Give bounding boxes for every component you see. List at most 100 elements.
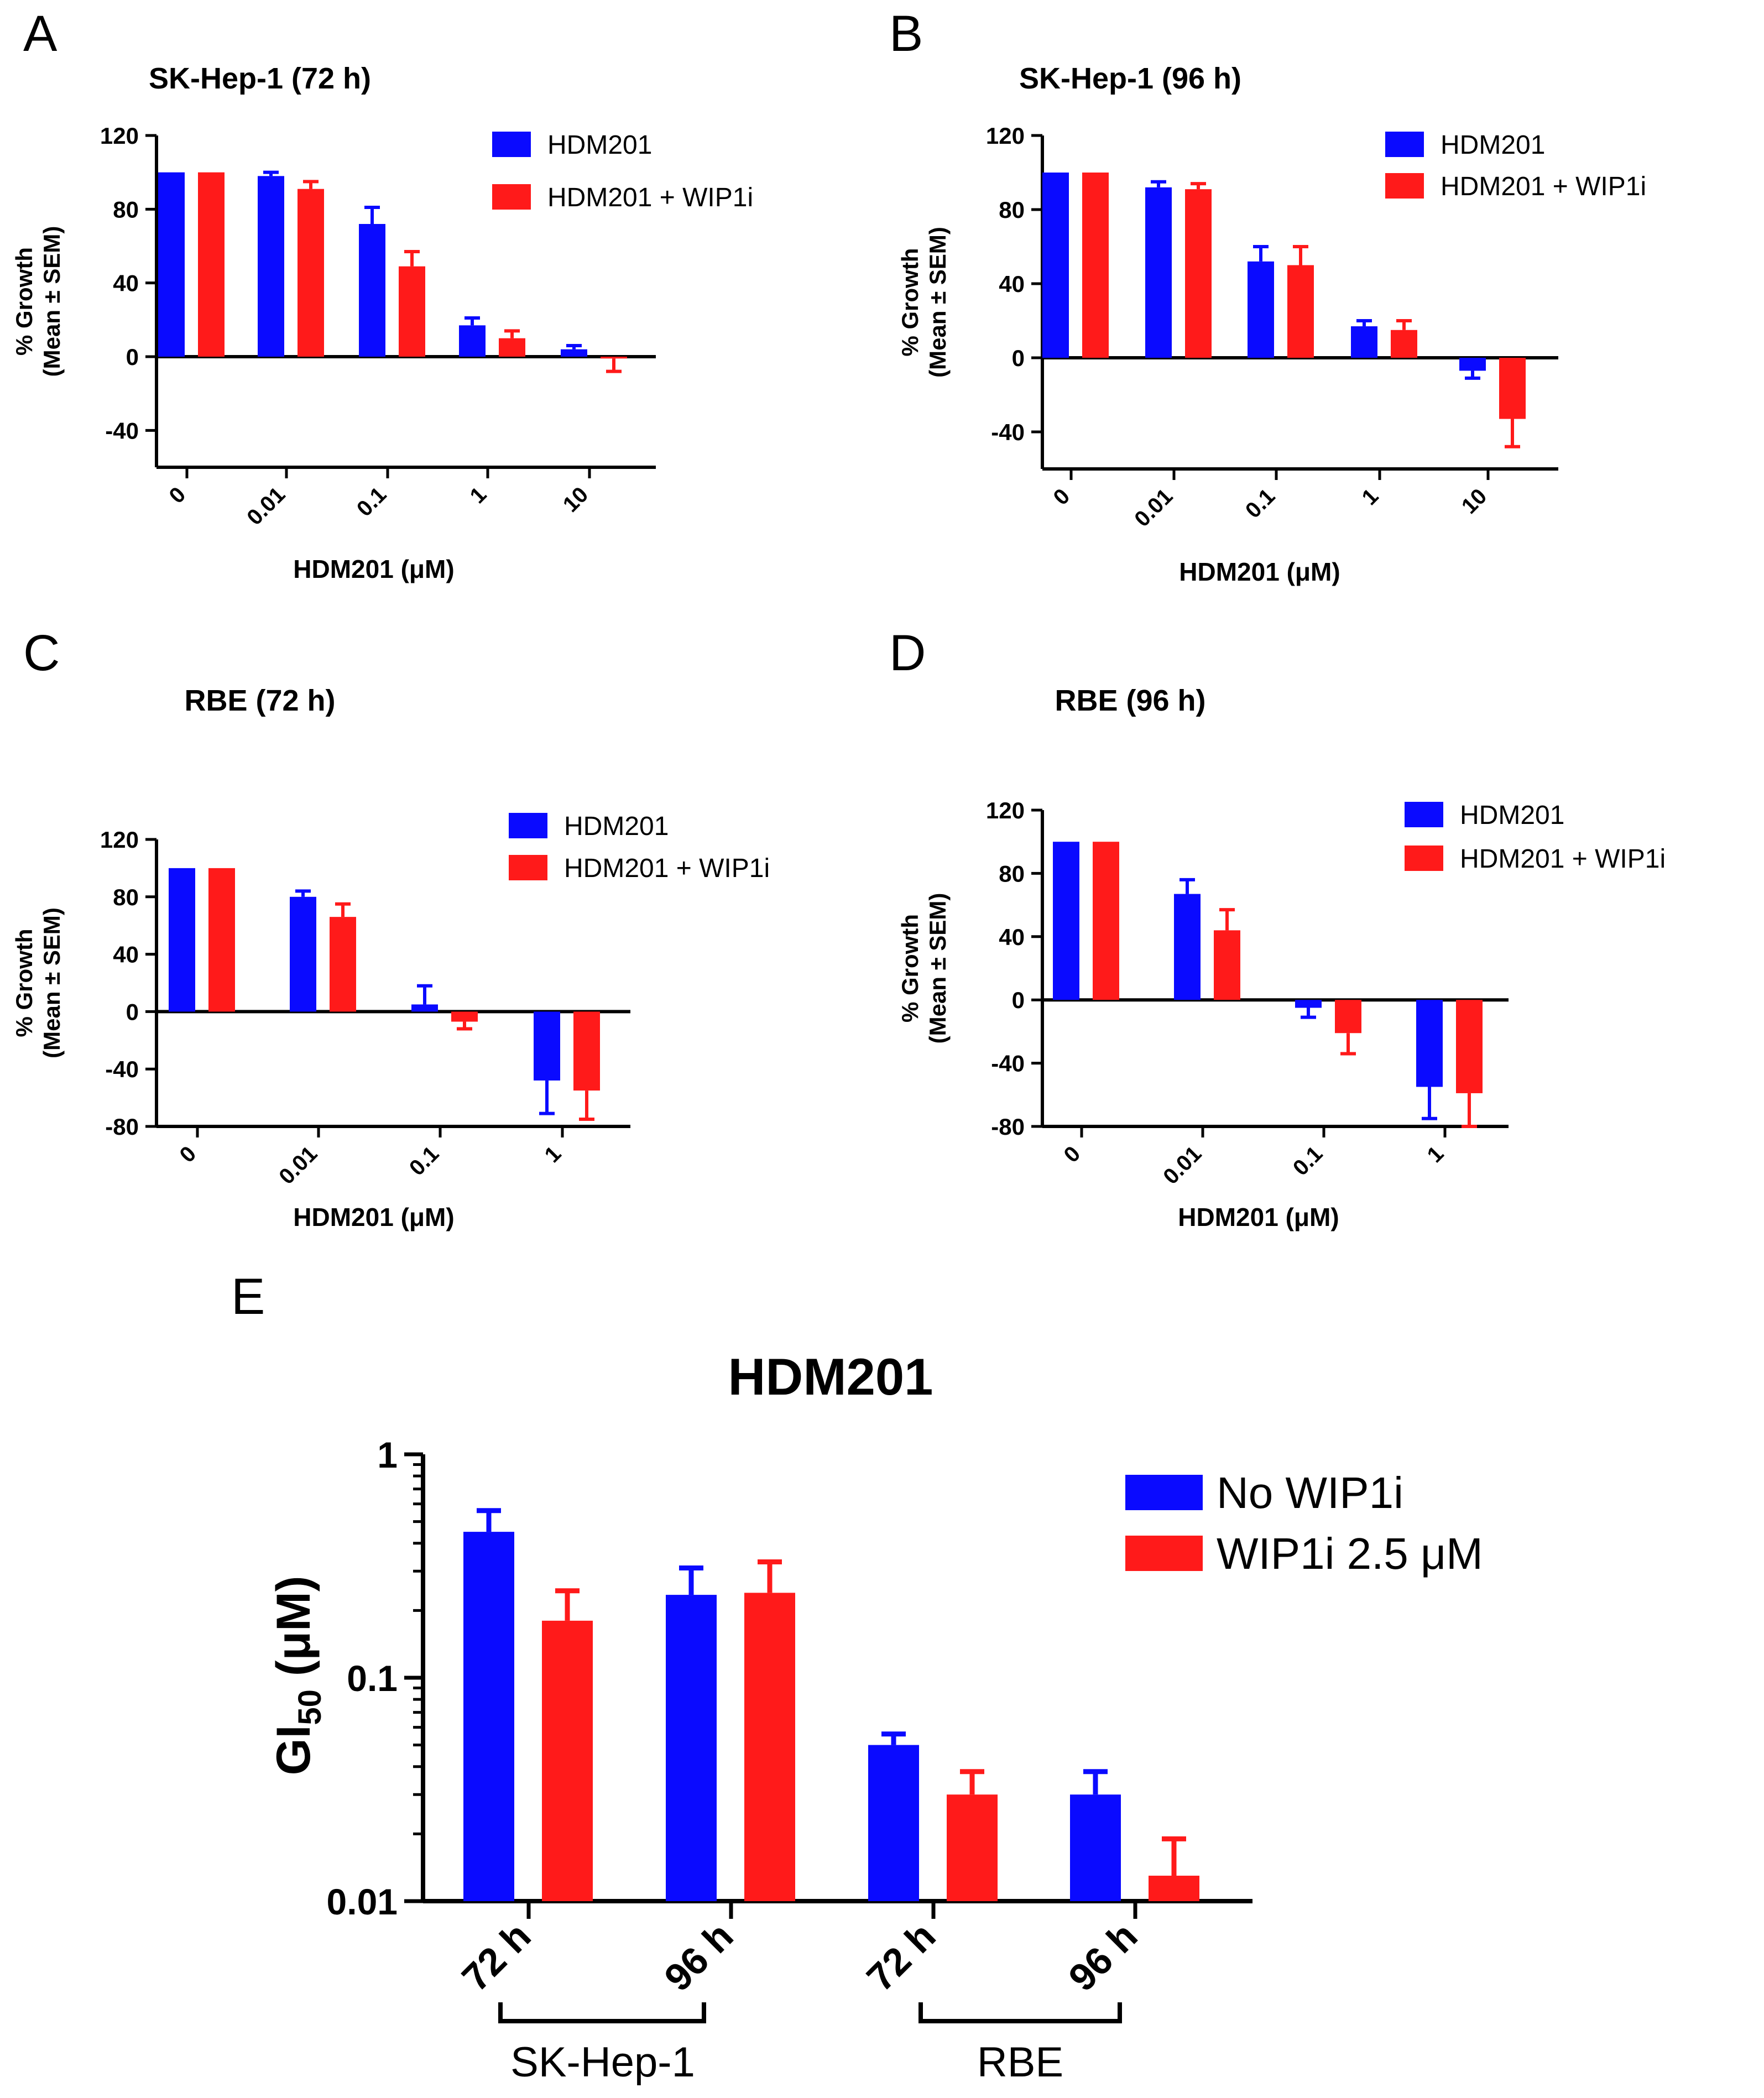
bar-blue xyxy=(1248,261,1274,358)
x-tick-label: 0.1 xyxy=(405,1141,443,1180)
x-tick-label: 0 xyxy=(175,1141,201,1167)
legend-swatch xyxy=(1405,846,1443,871)
chart-title: RBE (72 h) xyxy=(184,684,335,717)
y-tick-label: 120 xyxy=(100,827,139,853)
y-tick-label: 80 xyxy=(999,197,1025,223)
legend-label: HDM201 xyxy=(564,812,669,841)
bar-blue xyxy=(1416,1000,1443,1087)
x-tick-label: 10 xyxy=(559,482,593,517)
group-label: SK-Hep-1 xyxy=(510,2039,695,2086)
bar-blue xyxy=(1174,894,1201,1000)
chart-title: SK-Hep-1 (96 h) xyxy=(1019,62,1241,95)
bar-blue xyxy=(666,1595,717,1901)
x-tick-label: 1 xyxy=(1358,484,1384,510)
x-tick-label: 72 h xyxy=(858,1914,943,1999)
panel-label: B xyxy=(889,6,923,62)
y-axis-label: % Growth xyxy=(897,248,923,357)
legend-label: HDM201 + WIP1i xyxy=(547,183,753,212)
legend-swatch xyxy=(492,184,531,210)
panel-C: C RBE (72 h) 120 80 40 0 -40 -80 0 0.01 0.1 1 HDM201… xyxy=(11,625,770,1231)
x-axis-label: HDM201 (μM) xyxy=(293,1203,454,1231)
bar-blue xyxy=(169,868,195,1012)
group-label: RBE xyxy=(977,2039,1063,2086)
x-tick-label: 96 h xyxy=(1060,1914,1145,1999)
x-tick-label: 0.1 xyxy=(352,482,391,521)
y-axis-label: % Growth xyxy=(897,914,923,1022)
x-tick-label: 0 xyxy=(1060,1141,1085,1167)
bar-red xyxy=(1093,842,1119,1000)
legend-label: HDM201 xyxy=(547,131,652,160)
x-tick-label: 1 xyxy=(1423,1141,1449,1167)
y-tick-label: 80 xyxy=(113,884,139,910)
x-axis-label: HDM201 (μM) xyxy=(293,555,454,583)
y-tick-label: -80 xyxy=(105,1114,139,1140)
y-tick-label: -40 xyxy=(105,417,139,443)
bar-red xyxy=(1185,189,1212,358)
panel-E: E HDM201 1 0.1 0.01 GI50 (μM) 72 h 96 h 72 h 96 h… xyxy=(231,1269,1483,2086)
bar-red xyxy=(542,1620,593,1901)
bar-blue xyxy=(1042,173,1069,358)
legend-label: HDM201 xyxy=(1441,131,1545,160)
x-tick-label: 1 xyxy=(540,1141,566,1167)
y-tick-label: 0 xyxy=(1012,345,1025,371)
x-axis-label: HDM201 (μM) xyxy=(1179,557,1340,586)
panel-label: C xyxy=(23,625,60,681)
panel-label: D xyxy=(889,625,926,681)
x-tick-label: 0.01 xyxy=(1130,484,1177,531)
x-tick-label: 96 h xyxy=(656,1914,741,1999)
bar-blue xyxy=(534,1011,560,1081)
bar-red xyxy=(1499,358,1526,419)
bar-red xyxy=(1391,330,1417,358)
y-tick-label: 0 xyxy=(126,999,139,1025)
y-tick-label: 80 xyxy=(999,860,1025,886)
y-axis-label: (Mean ± SEM) xyxy=(925,227,951,378)
y-tick-label: 40 xyxy=(113,942,139,968)
x-tick-label: 0.1 xyxy=(1241,484,1280,523)
bar-blue xyxy=(258,176,284,357)
x-tick-label: 0.1 xyxy=(1288,1141,1327,1180)
bar-blue xyxy=(411,1004,438,1012)
y-tick-label: -40 xyxy=(105,1056,139,1082)
chart-title: HDM201 xyxy=(728,1348,933,1406)
y-tick-label: 120 xyxy=(100,123,139,149)
x-tick-label: 0.01 xyxy=(242,482,290,530)
x-axis-label: HDM201 (μM) xyxy=(1178,1203,1339,1231)
panel-B: B SK-Hep-1 (96 h) 120 80 40 0 -40 0 0.01 0.1 1 10 HD… xyxy=(889,6,1646,586)
bar-blue xyxy=(1459,358,1486,371)
y-tick-label: 0.1 xyxy=(347,1658,398,1699)
y-tick-label: 0 xyxy=(126,344,139,370)
y-tick-label: 1 xyxy=(377,1434,398,1475)
legend-swatch xyxy=(1125,1475,1203,1510)
bar-red xyxy=(1287,265,1314,358)
bar-red xyxy=(1082,173,1109,358)
legend-swatch xyxy=(509,855,547,880)
bar-blue xyxy=(1145,187,1172,358)
y-tick-label: 40 xyxy=(113,270,139,296)
panel-label: A xyxy=(23,6,58,62)
bar-red xyxy=(399,266,425,357)
legend-swatch xyxy=(1385,173,1424,199)
bar-blue xyxy=(561,349,587,357)
y-tick-label: -40 xyxy=(991,1051,1025,1077)
y-tick-label: 40 xyxy=(999,271,1025,297)
x-tick-label: 72 h xyxy=(453,1914,539,1999)
y-tick-label: 40 xyxy=(999,924,1025,950)
y-axis-label: (Mean ± SEM) xyxy=(39,907,65,1058)
bar-red xyxy=(330,917,356,1012)
x-tick-label: 0 xyxy=(165,482,191,508)
x-tick-label: 10 xyxy=(1457,484,1492,519)
group-bracket xyxy=(498,2002,706,2023)
x-tick-label: 0.01 xyxy=(1158,1141,1206,1189)
bar-red xyxy=(573,1011,600,1091)
y-tick-label: 0 xyxy=(1012,987,1025,1013)
chart-title: SK-Hep-1 (72 h) xyxy=(149,62,371,95)
bar-red xyxy=(499,338,525,357)
legend-swatch xyxy=(1405,802,1443,827)
x-tick-label: 1 xyxy=(466,482,492,508)
bar-red xyxy=(1149,1875,1199,1901)
y-tick-label: 0.01 xyxy=(327,1881,398,1922)
group-bracket xyxy=(918,2002,1122,2023)
bar-red xyxy=(198,172,225,357)
bar-blue xyxy=(1070,1794,1121,1901)
